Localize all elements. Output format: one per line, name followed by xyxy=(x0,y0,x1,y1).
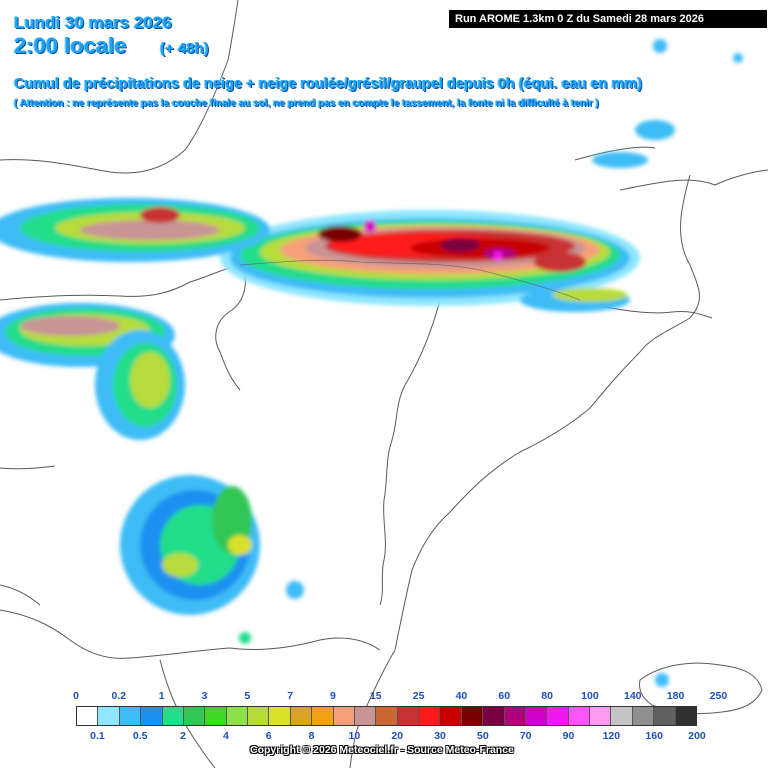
legend-label-top: 180 xyxy=(666,690,685,702)
legend-label-bottom: 10 xyxy=(348,730,361,742)
legend-label-top: 9 xyxy=(330,690,336,702)
legend-swatch xyxy=(141,707,163,725)
run-info: Run AROME 1.3km 0 Z du Samedi 28 mars 20… xyxy=(449,10,767,28)
legend-label-top: 40 xyxy=(455,690,468,702)
legend-label-bottom: 70 xyxy=(519,730,532,742)
legend-swatch xyxy=(654,707,676,725)
legend-swatch xyxy=(419,707,441,725)
legend-swatch xyxy=(269,707,291,725)
legend-label-top: 60 xyxy=(498,690,511,702)
legend-label-top: 25 xyxy=(412,690,425,702)
precipitation-field xyxy=(0,39,743,687)
legend-swatch xyxy=(312,707,334,725)
legend-swatch xyxy=(590,707,612,725)
legend-label-bottom: 50 xyxy=(477,730,489,742)
legend-swatch xyxy=(632,707,655,725)
copyright: Copyright © 2026 Meteociel.fr - Source M… xyxy=(250,744,514,756)
legend-swatch xyxy=(354,707,377,725)
legend-swatch xyxy=(290,707,313,725)
color-legend xyxy=(76,706,697,726)
legend-label-top: 100 xyxy=(581,690,599,702)
legend-label-bottom: 8 xyxy=(308,730,315,742)
legend-swatch xyxy=(547,707,569,725)
legend-label-top: 15 xyxy=(369,690,382,702)
legend-swatch xyxy=(376,707,398,725)
legend-label-bottom: 160 xyxy=(645,730,663,742)
legend-swatch xyxy=(205,707,227,725)
legend-swatch xyxy=(483,707,505,725)
legend-label-bottom: 2 xyxy=(180,730,186,742)
legend-label-top: 1 xyxy=(158,690,165,702)
legend-label-bottom: 6 xyxy=(265,730,272,742)
forecast-date: Lundi 30 mars 2026 xyxy=(14,13,172,32)
forecast-lead: (+ 48h) xyxy=(160,40,209,57)
legend-swatch xyxy=(504,707,526,725)
legend-swatch xyxy=(675,707,696,725)
legend-label-top: 0.2 xyxy=(111,690,127,702)
legend-swatch xyxy=(568,707,590,725)
legend-swatch xyxy=(440,707,462,725)
legend-swatch xyxy=(77,707,99,725)
map-title: Cumul de précipitations de neige + neige… xyxy=(14,76,643,92)
legend-label-top: 7 xyxy=(287,690,294,702)
legend-swatch xyxy=(248,707,270,725)
legend-label-top: 0 xyxy=(73,690,79,702)
legend-swatch xyxy=(397,707,419,725)
forecast-time: 2:00 locale xyxy=(14,33,127,58)
legend-swatch xyxy=(525,707,548,725)
legend-label-bottom: 30 xyxy=(434,730,446,742)
legend-swatch xyxy=(162,707,184,725)
legend-label-bottom: 90 xyxy=(562,730,575,742)
internal-borders xyxy=(239,259,581,301)
legend-label-bottom: 200 xyxy=(688,730,706,742)
legend-label-bottom: 120 xyxy=(602,730,621,742)
legend-swatch xyxy=(183,707,206,725)
legend-label-bottom: 4 xyxy=(222,730,229,742)
legend-label-bottom: 0.1 xyxy=(90,730,105,742)
legend-swatch xyxy=(226,707,248,725)
legend-swatch xyxy=(611,707,633,725)
legend-swatch xyxy=(461,707,484,725)
legend-swatch xyxy=(119,707,142,725)
legend-label-bottom: 0.5 xyxy=(132,730,148,742)
legend-label-top: 250 xyxy=(709,690,728,702)
legend-swatch xyxy=(98,707,120,725)
legend-label-top: 5 xyxy=(244,690,251,702)
legend-label-top: 140 xyxy=(623,690,642,702)
legend-swatch xyxy=(333,707,355,725)
map-note: ( Attention : ne représente pas la couch… xyxy=(14,98,599,109)
legend-label-top: 3 xyxy=(201,690,208,702)
legend-label-bottom: 20 xyxy=(391,730,404,742)
legend-label-top: 80 xyxy=(541,690,553,702)
